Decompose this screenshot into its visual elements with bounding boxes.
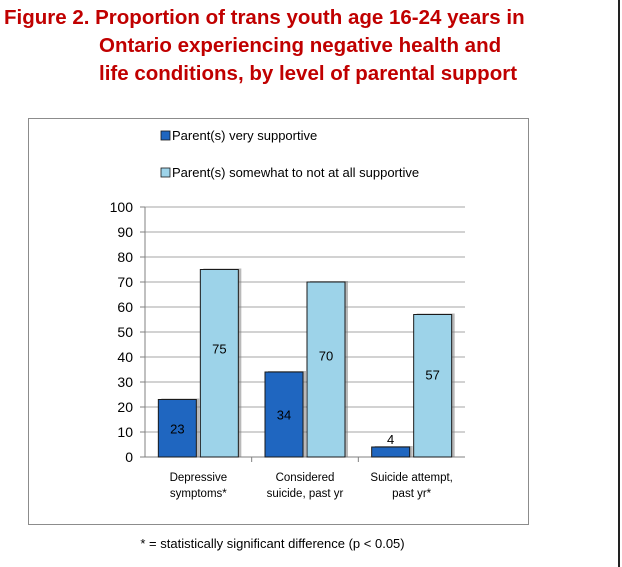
bar (413, 314, 453, 458)
bar-value-label: 34 (277, 408, 291, 423)
legend-swatch (160, 167, 171, 178)
legend-label: Parent(s) very supportive (172, 128, 317, 143)
y-tick-label: 100 (110, 199, 134, 215)
category-label: suicide, past yr (267, 488, 344, 500)
category-label: Suicide attempt, (370, 472, 452, 484)
figure-title: Figure 2. Proportion of trans youth age … (4, 4, 616, 88)
y-tick-label: 40 (117, 349, 133, 365)
category-label: Considered (276, 472, 335, 484)
bar (371, 446, 411, 458)
y-tick-label: 20 (117, 399, 133, 415)
bar-value-label: 70 (319, 349, 333, 364)
y-tick-label: 60 (117, 299, 133, 315)
page-edge (618, 0, 620, 567)
figure-title-line-3: life conditions, by level of parental su… (99, 62, 518, 85)
bar-value-label: 57 (425, 367, 439, 382)
bar-value-label: 4 (387, 432, 394, 447)
y-tick-label: 90 (117, 224, 133, 240)
y-tick-label: 80 (117, 249, 133, 265)
footnote: * = statistically significant difference… (140, 536, 405, 551)
y-tick-label: 70 (117, 274, 133, 290)
bar (306, 281, 346, 458)
figure-title-line-1: Figure 2. Proportion of trans youth age … (4, 6, 525, 29)
legend-swatch (160, 130, 171, 141)
category-label: symptoms* (170, 488, 227, 500)
bar (157, 399, 197, 458)
category-label: Depressive (170, 472, 228, 484)
bar-value-label: 23 (170, 421, 184, 436)
y-tick-label: 10 (117, 424, 133, 440)
bar (199, 269, 239, 458)
figure-title-line-2: Ontario experiencing negative health and (99, 34, 502, 57)
bar-value-label: 75 (212, 341, 226, 356)
y-tick-label: 30 (117, 374, 133, 390)
y-tick-label: 0 (125, 449, 133, 465)
bar (264, 371, 304, 458)
category-label: past yr* (392, 488, 432, 500)
legend-label: Parent(s) somewhat to not at all support… (172, 165, 419, 180)
y-tick-label: 50 (117, 324, 133, 340)
